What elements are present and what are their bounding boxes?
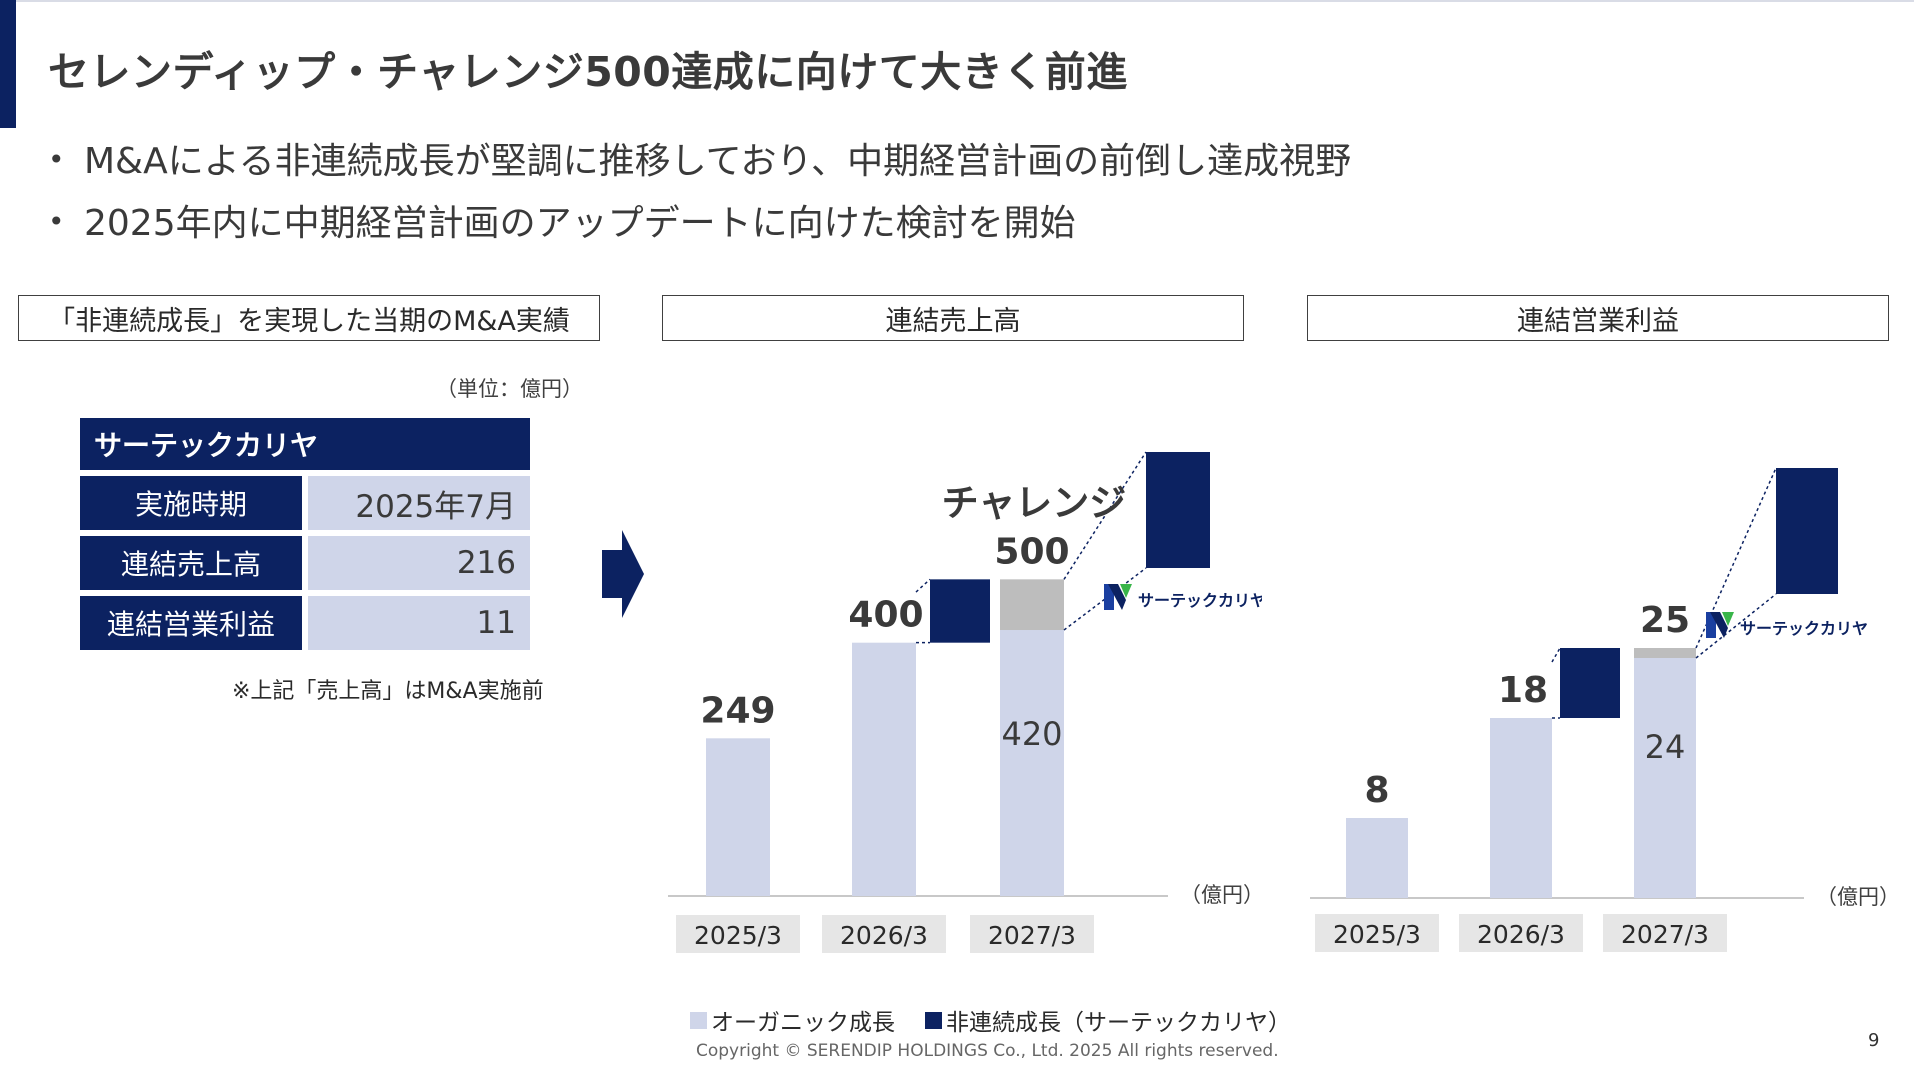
company-logo-icon: [1710, 612, 1728, 638]
profit-chart: （億円） サーテックカリヤ 8 18 25 24 2025/3 2026/3 2027/3: [1310, 467, 1900, 952]
organic-bar: [706, 738, 770, 896]
company-logo-icon: [1108, 584, 1126, 610]
company-logo-icon: [1722, 612, 1734, 626]
table-footnote: ※上記「売上高」はM&A実施前: [232, 679, 544, 704]
copyright: Copyright © SERENDIP HOLDINGS Co., Ltd. …: [696, 1041, 1279, 1061]
organic-bar: [1000, 630, 1064, 896]
category-label: 2025/3: [694, 921, 782, 950]
sales-chart: （億円） サーテックカリヤ 249 400 500 チャレンジ 420 2025/3 2026/…: [668, 451, 1262, 953]
company-logo-text: サーテックカリヤ: [1740, 619, 1868, 638]
category-label-bg: [1459, 914, 1583, 952]
inorganic-bar: [1000, 579, 1064, 631]
category-label-bg: [1315, 914, 1439, 952]
y-unit-label: （億円）: [1180, 883, 1262, 907]
category-label: 2025/3: [1333, 920, 1421, 949]
company-logo-icon: [1120, 584, 1132, 598]
top-divider: [16, 0, 1914, 2]
bullet-item: 2025年内に中期経営計画のアップデートに向けた検討を開始: [48, 192, 1351, 254]
ma-section-header: 「非連続成長」を実現した当期のM&A実績: [18, 295, 600, 341]
table-row-value: 2025年7月: [308, 476, 530, 530]
table-row-label: 連結売上高: [80, 536, 302, 590]
target-label: チャレンジ: [942, 481, 1127, 524]
table-company-header: サーテックカリヤ: [80, 418, 530, 470]
category-label-bg: [822, 915, 946, 953]
table-row: 実施時期 2025年7月: [80, 476, 530, 530]
category-label-bg: [676, 915, 800, 953]
chart-legend: オーガニック成長 非連続成長（サーテックカリヤ）: [690, 1003, 1321, 1037]
connector-line: [1063, 567, 1147, 631]
right-arrow-icon: [602, 530, 644, 618]
bullet-item: M&Aによる非連続成長が堅調に推移しており、中期経営計画の前倒し達成視野: [48, 130, 1351, 192]
inner-value-label: 420: [1001, 715, 1062, 753]
ma-callout-box: [1146, 452, 1210, 568]
legend-item-inorganic: 非連続成長（サーテックカリヤ）: [925, 1003, 1291, 1037]
data-label: 500: [994, 531, 1069, 572]
organic-bar: [1490, 718, 1552, 898]
page-title: セレンディップ・チャレンジ500達成に向けて大きく前進: [48, 48, 1128, 96]
data-label: 25: [1640, 600, 1690, 641]
bullet-list: M&Aによる非連続成長が堅調に推移しており、中期経営計画の前倒し達成視野 202…: [48, 130, 1351, 254]
category-label: 2027/3: [1621, 920, 1709, 949]
y-unit-label: （億円）: [1816, 885, 1900, 909]
ma-results-table: サーテックカリヤ 実施時期 2025年7月 連結売上高 216 連結営業利益 1…: [80, 418, 530, 650]
organic-bar: [1634, 658, 1696, 898]
category-label-bg: [1603, 914, 1727, 952]
connector-line: [1551, 647, 1561, 663]
category-label: 2026/3: [840, 921, 928, 950]
company-logo-text: サーテックカリヤ: [1138, 591, 1262, 610]
table-unit-label: （単位：億円）: [436, 377, 583, 401]
growth-step-box: [930, 579, 990, 643]
connector-line: [915, 578, 931, 593]
category-label: 2026/3: [1477, 920, 1565, 949]
growth-step-box: [1560, 648, 1620, 718]
category-label: 2027/3: [988, 921, 1076, 950]
table-row: 連結営業利益 11: [80, 596, 530, 650]
table-row-label: 実施時期: [80, 476, 302, 530]
ma-callout-box: [1776, 468, 1838, 594]
inorganic-bar: [1634, 648, 1696, 658]
legend-label: 非連続成長（サーテックカリヤ）: [946, 1010, 1291, 1036]
sales-chart-title: 連結売上高: [662, 295, 1244, 341]
data-label: 18: [1498, 670, 1548, 711]
table-row: 連結売上高 216: [80, 536, 530, 590]
legend-swatch: [690, 1011, 707, 1029]
title-accent-bar: [0, 0, 16, 128]
legend-label: オーガニック成長: [711, 1010, 895, 1036]
inner-value-label: 24: [1645, 728, 1686, 766]
category-label-bg: [970, 915, 1094, 953]
organic-bar: [852, 642, 916, 896]
profit-chart-title: 連結営業利益: [1307, 295, 1889, 341]
connector-line: [1695, 593, 1777, 659]
data-label: 8: [1364, 770, 1389, 811]
table-row-value: 11: [308, 596, 530, 650]
legend-item-organic: オーガニック成長: [690, 1003, 895, 1037]
data-label: 249: [700, 690, 775, 731]
table-row-value: 216: [308, 536, 530, 590]
legend-swatch: [925, 1011, 942, 1029]
data-label: 400: [848, 595, 923, 636]
connector-line: [1063, 451, 1147, 580]
page-number: 9: [1868, 1030, 1880, 1051]
table-row-label: 連結営業利益: [80, 596, 302, 650]
organic-bar: [1346, 818, 1408, 898]
